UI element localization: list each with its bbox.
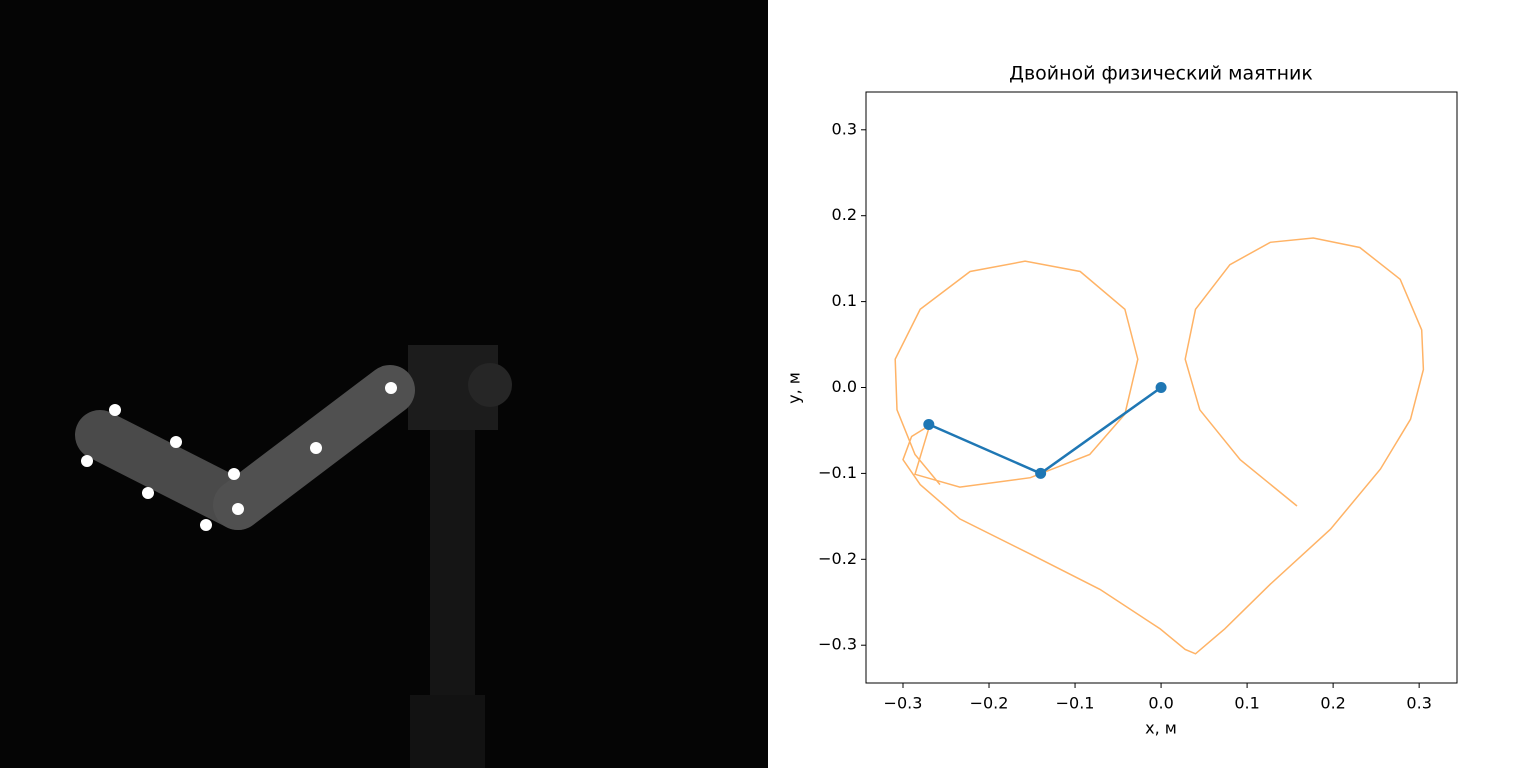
x-tick-label: 0.1 <box>1234 694 1259 713</box>
x-tick-label: 0.3 <box>1406 694 1431 713</box>
y-tick-label: 0.3 <box>832 119 857 138</box>
y-tick-label: 0.2 <box>832 205 857 224</box>
point <box>923 418 935 430</box>
x-tick-label: 0.0 <box>1148 694 1173 713</box>
point <box>1155 382 1167 393</box>
x-tick-label: −0.3 <box>884 694 923 713</box>
series-line <box>894 237 1425 655</box>
point <box>1035 467 1047 479</box>
series-line <box>928 386 1162 475</box>
y-tick-label: −0.3 <box>818 635 857 654</box>
x-tick-label: −0.2 <box>970 694 1009 713</box>
y-tick-label: 0.0 <box>832 377 857 396</box>
y-axis-label: y, м <box>785 372 804 404</box>
y-tick-label: −0.2 <box>818 549 857 568</box>
x-tick-label: 0.2 <box>1320 694 1345 713</box>
y-tick-label: −0.1 <box>818 463 857 482</box>
chart-title: Двойной физический маятник <box>1009 63 1313 85</box>
y-tick-label: 0.1 <box>832 291 857 310</box>
x-tick-label: −0.1 <box>1056 694 1095 713</box>
camera-photo <box>0 0 768 768</box>
x-axis-label: x, м <box>1145 719 1177 738</box>
